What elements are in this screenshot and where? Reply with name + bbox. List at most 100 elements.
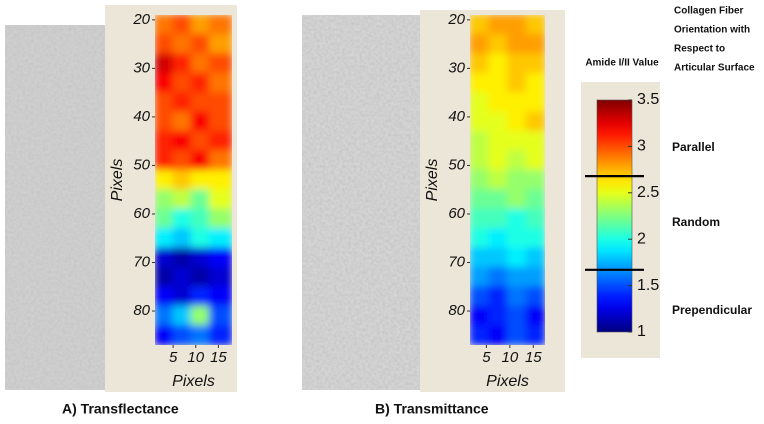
heatmap-cell xyxy=(208,92,232,113)
y-tick-label: 70 xyxy=(133,253,150,270)
heatmap-cell xyxy=(488,228,508,249)
heatmap-cell xyxy=(172,286,192,307)
heatmap-cell xyxy=(172,247,192,268)
heatmap-cell xyxy=(190,325,210,345)
colorbar-tick-label: 2 xyxy=(637,230,646,247)
heatmap-cell xyxy=(488,92,508,113)
heatmap-cell xyxy=(470,150,490,171)
heatmap-cell xyxy=(488,15,508,35)
heatmap-cell xyxy=(155,286,174,307)
heatmap-cell xyxy=(172,228,192,249)
heatmap-cell xyxy=(190,189,210,210)
heatmap-cell xyxy=(525,33,545,55)
heatmap-cell xyxy=(507,247,527,268)
heatmap-cell xyxy=(208,15,232,35)
heatmap-cell xyxy=(488,286,508,307)
heatmap-cell xyxy=(488,325,508,345)
heatmap-cell xyxy=(470,72,490,94)
heatmap-cell xyxy=(470,208,490,230)
heatmap-cell xyxy=(190,150,210,171)
heatmap-clip xyxy=(155,15,232,345)
heatmap-cell xyxy=(172,33,192,55)
heatmap-cell xyxy=(507,53,527,74)
colorbar-tick-label: 3.5 xyxy=(637,91,659,108)
heatmap-cell xyxy=(488,247,508,268)
heatmap-cell xyxy=(525,130,545,152)
heatmap-cell xyxy=(470,266,490,288)
x-axis-label: Pixels xyxy=(486,373,529,390)
heatmap-cell xyxy=(507,15,527,35)
heatmap-cell xyxy=(507,208,527,230)
heatmap-cell xyxy=(488,33,508,55)
heatmap-cell xyxy=(470,305,490,327)
x-tick-label: 5 xyxy=(482,349,491,366)
heatmap-cell xyxy=(507,325,527,345)
heatmap-cell xyxy=(488,189,508,210)
heatmap-cell xyxy=(488,150,508,171)
heatmap-cell xyxy=(525,72,545,94)
heatmap-cell xyxy=(525,150,545,171)
heatmap-cell xyxy=(525,305,545,327)
annotation-line: Orientation with xyxy=(674,25,750,36)
heatmap-cell xyxy=(190,111,210,132)
heatmap-cell xyxy=(507,130,527,152)
heatmap-cell xyxy=(208,150,232,171)
micrograph-a-texture xyxy=(5,25,105,390)
x-tick-label: 5 xyxy=(169,349,178,366)
colorbar-title: Amide I/II Value xyxy=(585,58,659,69)
heatmap-cell xyxy=(172,208,192,230)
y-tick-label: 60 xyxy=(448,205,465,222)
heatmap-cell xyxy=(470,15,490,35)
heatmap-cell xyxy=(208,169,232,191)
heatmap-cell xyxy=(525,111,545,132)
heatmap-cell xyxy=(470,169,490,191)
heatmap-cell xyxy=(155,189,174,210)
heatmap-cell xyxy=(470,325,490,345)
micrograph-b-texture xyxy=(302,15,420,390)
heatmap-cell xyxy=(525,15,545,35)
heatmap-cell xyxy=(507,189,527,210)
heatmap-cell xyxy=(488,208,508,230)
heatmap-cell xyxy=(208,53,232,74)
heatmap-cell xyxy=(208,228,232,249)
heatmap-cell xyxy=(507,111,527,132)
heatmap-cell xyxy=(507,33,527,55)
heatmap-cell xyxy=(172,53,192,74)
y-tick-label: 80 xyxy=(448,302,465,319)
heatmap-cell xyxy=(190,208,210,230)
annotation-line: Respect to xyxy=(674,44,725,55)
heatmap-cell xyxy=(190,169,210,191)
heatmap-cell xyxy=(507,305,527,327)
heatmap-cell xyxy=(190,15,210,35)
heatmap-cell xyxy=(155,150,174,171)
panel-caption: B) Transmittance xyxy=(375,401,489,417)
heatmap-cell xyxy=(488,53,508,74)
heatmap-cell xyxy=(525,325,545,345)
heatmap-cell xyxy=(525,266,545,288)
y-tick-label: 40 xyxy=(448,108,465,125)
heatmap-cell xyxy=(507,169,527,191)
heatmap-cell xyxy=(488,130,508,152)
heatmap xyxy=(155,15,232,345)
y-tick-label: 30 xyxy=(448,59,465,76)
heatmap-cell xyxy=(470,130,490,152)
heatmap-cell xyxy=(172,150,192,171)
heatmap-cell xyxy=(190,305,210,327)
x-tick-label: 10 xyxy=(502,349,519,366)
heatmap-cell xyxy=(208,111,232,132)
region-label: Random xyxy=(672,215,720,229)
heatmap-cell xyxy=(208,266,232,288)
heatmap-cell xyxy=(190,33,210,55)
y-tick-label: 80 xyxy=(133,302,150,319)
heatmap-cell xyxy=(525,286,545,307)
heatmap-cell xyxy=(172,266,192,288)
panel-caption: A) Transflectance xyxy=(62,401,179,417)
heatmap-cell xyxy=(190,53,210,74)
heatmap-cell xyxy=(190,72,210,94)
heatmap-cell xyxy=(172,15,192,35)
heatmap-cell xyxy=(507,72,527,94)
heatmap-cell xyxy=(208,130,232,152)
heatmap-cell xyxy=(525,53,545,74)
heatmap-cell xyxy=(190,266,210,288)
heatmap-cell xyxy=(507,150,527,171)
